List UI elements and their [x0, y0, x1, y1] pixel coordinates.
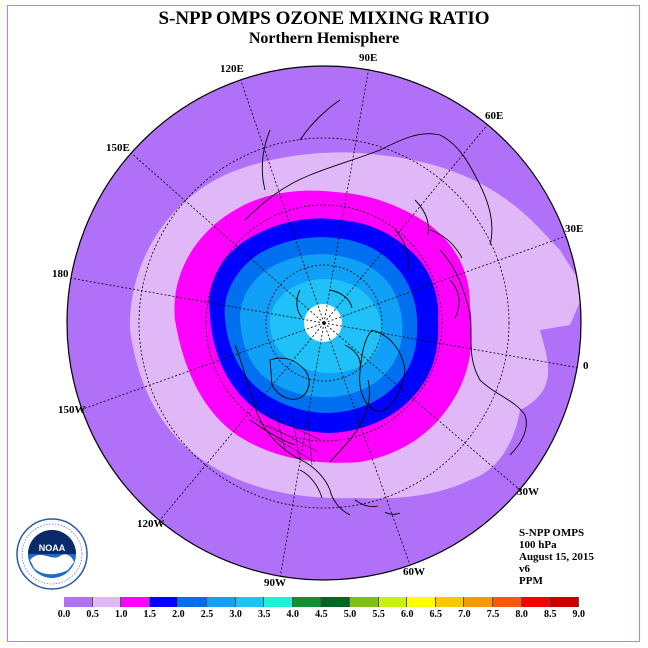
logo-text: NOAA	[39, 543, 66, 553]
lon-label-60e: 60E	[485, 110, 504, 122]
colorbar-segment-8	[292, 597, 322, 607]
colorbar-tick-label: 6.5	[429, 609, 443, 620]
colorbar-segment-11	[378, 597, 408, 607]
colorbar-tick-label: 8.5	[543, 609, 557, 620]
lon-label-120e: 120E	[220, 63, 244, 75]
colorbar-tick-label: 2.0	[172, 609, 185, 620]
figure-subtitle: Northern Hemisphere	[248, 30, 400, 47]
colorbar-segment-13	[435, 597, 465, 607]
colorbar-tick-label: 6.0	[400, 609, 414, 620]
colorbar-ticks: 0.0 0.5 1.0 1.5 2.0 2.5 3.0 3.5 4.0 4.5 5.0 5.5 6.0 6…	[0, 609, 648, 623]
coastlines	[234, 99, 527, 516]
lon-label-90w: 90W	[264, 577, 286, 589]
colorbar-tick-label: 5.0	[343, 609, 357, 620]
info-block: S-NPP OMPS 100 hPa August 15, 2015 v6 PP…	[519, 527, 594, 587]
colorbar-tick-label: 2.5	[200, 609, 214, 620]
info-version: v6	[519, 563, 530, 575]
colorbar-segment-0	[64, 597, 93, 607]
lon-label-0: 0	[583, 360, 589, 372]
info-instrument: S-NPP OMPS	[519, 527, 585, 539]
colorbar-segment-15	[492, 597, 522, 607]
colorbar-tick-label: 1.5	[143, 609, 157, 620]
lon-label-30e: 30E	[565, 223, 584, 235]
colorbar-segment-4	[178, 597, 207, 607]
colorbar-tick-label: 7.5	[486, 609, 500, 620]
colorbar-tick-label: 9.0	[572, 609, 586, 620]
colorbar-segment-3	[149, 597, 179, 607]
colorbar-segment-9	[321, 597, 350, 607]
colorbar-segment-14	[464, 597, 493, 607]
lon-label-150e: 150E	[106, 142, 130, 154]
colorbar-tick-label: 8.0	[515, 609, 528, 620]
lon-label-120w: 120W	[137, 518, 165, 530]
colorbar-segment-12	[407, 597, 436, 607]
colorbar-segment-6	[235, 597, 265, 607]
lon-label-150w: 150W	[58, 404, 86, 416]
figure-frame	[7, 5, 640, 642]
colorbar-tick-label: 3.0	[229, 609, 242, 620]
colorbar-segment-10	[349, 597, 379, 607]
colorbar-segment-2	[121, 597, 150, 607]
us-state-lines	[261, 409, 321, 466]
lon-label-30w: 30W	[517, 486, 539, 498]
noaa-logo: NOAA	[16, 518, 88, 590]
colorbar-tick-label: 1.0	[114, 609, 128, 620]
colorbar	[64, 597, 579, 607]
latitude-circles	[138, 137, 510, 509]
colorbar-tick-label: 0.5	[86, 609, 99, 620]
info-date: August 15, 2015	[519, 551, 594, 563]
lon-label-180: 180	[52, 268, 69, 280]
colorbar-tick-label: 5.5	[372, 609, 385, 620]
colorbar-tick-label: 7.0	[458, 609, 471, 620]
colorbar-tick-label: 0.0	[57, 609, 71, 620]
meridians	[69, 66, 581, 579]
figure-title: S-NPP OMPS OZONE MIXING RATIO	[158, 8, 490, 29]
map-boundary	[66, 65, 582, 581]
colorbar-segment-1	[92, 597, 122, 607]
colorbar-segment-17	[550, 597, 579, 607]
info-level: 100 hPa	[519, 539, 557, 551]
colorbar-tick-label: 4.0	[286, 609, 300, 620]
colorbar-segment-5	[206, 597, 236, 607]
colorbar-segment-16	[521, 597, 551, 607]
colorbar-tick-label: 3.5	[257, 609, 271, 620]
lon-label-90e: 90E	[359, 52, 378, 64]
colorbar-tick-label: 4.5	[315, 609, 328, 620]
info-units: PPM	[519, 575, 543, 587]
colorbar-segment-7	[264, 597, 293, 607]
lon-label-60w: 60W	[403, 566, 425, 578]
